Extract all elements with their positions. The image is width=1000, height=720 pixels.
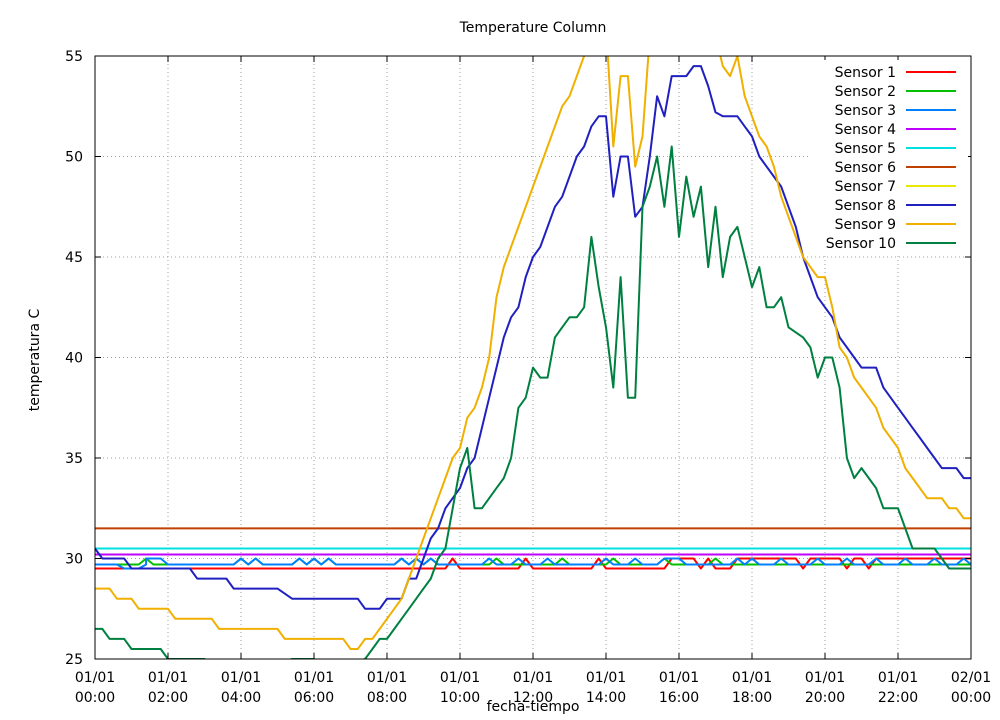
- x-tick-date-label: 01/01: [294, 670, 334, 686]
- series-line-sensor-8: [95, 65, 971, 610]
- series-lines: [95, 56, 971, 659]
- legend-label: Sensor 8: [835, 198, 896, 214]
- x-tick-time-label: 22:00: [878, 690, 918, 706]
- legend-label: Sensor 2: [835, 84, 896, 100]
- series-line-sensor-3: [95, 557, 971, 570]
- legend-label: Sensor 3: [835, 103, 896, 119]
- legend-label: Sensor 5: [835, 141, 896, 157]
- x-tick-date-label: 01/01: [148, 670, 188, 686]
- x-tick-time-label: 20:00: [805, 690, 845, 706]
- chart-title: Temperature Column: [459, 20, 607, 36]
- legend-label: Sensor 7: [835, 179, 896, 195]
- y-tick-label: 45: [65, 250, 83, 266]
- x-tick-time-label: 10:00: [440, 690, 480, 706]
- x-tick-date-label: 01/01: [805, 670, 845, 686]
- y-axis-label: temperatura C: [27, 309, 43, 412]
- x-tick-date-label: 01/01: [659, 670, 699, 686]
- series-line-sensor-9: [95, 56, 971, 650]
- y-tick-label: 35: [65, 451, 83, 467]
- legend-label: Sensor 1: [835, 65, 896, 81]
- x-tick-time-label: 18:00: [732, 690, 772, 706]
- y-tick-label: 25: [65, 652, 83, 668]
- x-tick-date-label: 01/01: [75, 670, 115, 686]
- x-tick-time-label: 06:00: [294, 690, 334, 706]
- y-tick-label: 50: [65, 150, 83, 166]
- x-tick-time-label: 14:00: [586, 690, 626, 706]
- series-line-sensor-10: [95, 145, 971, 659]
- legend-label: Sensor 10: [826, 236, 896, 252]
- x-tick-time-label: 12:00: [513, 690, 553, 706]
- x-tick-time-label: 00:00: [951, 690, 991, 706]
- x-tick-date-label: 01/01: [513, 670, 553, 686]
- x-tick-date-label: 01/01: [878, 670, 918, 686]
- legend: Sensor 1 Sensor 2 Sensor 3 Sensor 4 Sensor 5…: [808, 60, 968, 256]
- x-tick-time-label: 08:00: [367, 690, 407, 706]
- x-tick-time-label: 04:00: [221, 690, 261, 706]
- x-tick-date-label: 01/01: [732, 670, 772, 686]
- x-axis-ticks: 01/01 00:00 01/01 02:00 01/01 04:00 01/01 06:00…: [75, 56, 991, 706]
- y-tick-label: 55: [65, 49, 83, 65]
- x-axis-label: fecha-tiempo: [487, 699, 580, 715]
- legend-label: Sensor 4: [835, 122, 896, 138]
- legend-label: Sensor 9: [835, 217, 896, 233]
- x-tick-time-label: 02:00: [148, 690, 188, 706]
- x-tick-date-label: 01/01: [586, 670, 626, 686]
- y-axis-ticks: 25 30 35 40 45 50 55: [65, 49, 971, 668]
- x-tick-date-label: 01/01: [367, 670, 407, 686]
- y-tick-label: 40: [65, 351, 83, 367]
- x-tick-date-label: 02/01: [951, 670, 991, 686]
- x-tick-date-label: 01/01: [440, 670, 480, 686]
- x-tick-date-label: 01/01: [221, 670, 261, 686]
- x-tick-time-label: 00:00: [75, 690, 115, 706]
- y-tick-label: 30: [65, 552, 83, 568]
- x-tick-time-label: 16:00: [659, 690, 699, 706]
- legend-label: Sensor 6: [835, 160, 896, 176]
